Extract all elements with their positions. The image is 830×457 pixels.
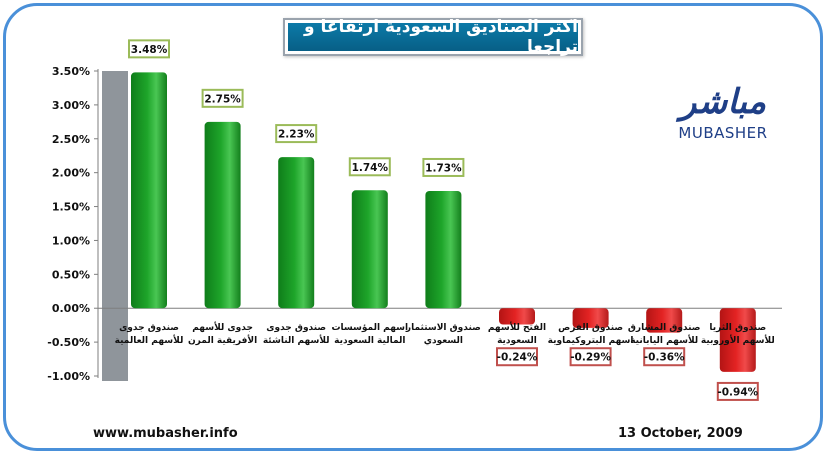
footer-date: 13 October, 2009: [618, 426, 743, 441]
data-label: -0.24%: [497, 352, 538, 364]
mubasher-logo: مباشر MUBASHER: [668, 82, 778, 144]
category-label: للأسهم اليابانية: [630, 334, 698, 346]
y-tick-label: 2.50%: [52, 133, 90, 146]
y-tick-label: 3.00%: [52, 99, 90, 112]
data-label-box: [128, 39, 170, 59]
category-label: اسهم المؤسسات: [331, 323, 408, 333]
category-label: صندوق الثريا: [709, 323, 766, 333]
negative-bar: [719, 308, 756, 372]
category-label: الفتح للأسهم: [488, 321, 546, 333]
data-label: 1.73%: [425, 162, 462, 174]
category-label: جدوى للأسهم: [192, 321, 253, 333]
y-tick-label: 3.50%: [52, 65, 90, 78]
negative-bar: [499, 308, 535, 325]
data-label-box: [275, 124, 318, 144]
y-tick-label: -0.50%: [47, 336, 90, 349]
positive-bar: [425, 190, 462, 309]
positive-bar: [278, 157, 315, 309]
positive-bar: [131, 72, 167, 309]
y-tick-label: 0.00%: [52, 302, 90, 315]
chart-left-strip: [102, 71, 128, 381]
category-label: صندوق الاستثمار: [405, 323, 481, 333]
logo-english-text: MUBASHER: [678, 124, 768, 142]
y-tick-label: 1.50%: [52, 201, 90, 214]
negative-bar: [572, 308, 609, 328]
data-label: 2.23%: [278, 129, 315, 141]
data-label: 2.75%: [204, 93, 241, 105]
category-label: المالية السعودية: [334, 336, 405, 346]
data-label-box: [643, 347, 686, 367]
data-label-box: [348, 157, 391, 177]
data-label-box: [716, 381, 759, 401]
category-label: للأسهم العالمية: [115, 334, 184, 346]
category-label: صندوق جدوى: [119, 323, 179, 333]
logo-arabic-text: مباشر: [679, 82, 767, 122]
category-label: السعودي: [424, 336, 463, 346]
y-tick-label: 2.00%: [52, 167, 90, 180]
footer-website: www.mubasher.info: [93, 426, 238, 441]
data-label-box: [422, 157, 465, 177]
negative-bar: [646, 308, 683, 333]
positive-bar: [204, 121, 241, 309]
category-label: للأسهم الناشئة: [263, 334, 330, 346]
data-label-box: [496, 347, 538, 367]
category-label: السعودية: [497, 336, 537, 346]
category-label: اسهم البتروكيماوية: [548, 336, 634, 346]
chart-title-box: اكثر الصناديق السعودية ارتفاعا و تراجعا: [283, 17, 583, 57]
data-label: -0.94%: [717, 386, 758, 398]
data-label: -0.29%: [570, 352, 611, 364]
data-label: 3.48%: [131, 44, 168, 56]
y-tick-label: 0.50%: [52, 268, 90, 281]
y-tick-label: -1.00%: [47, 370, 90, 383]
category-label: صندوق جدوى: [266, 323, 326, 333]
data-label-box: [569, 347, 612, 367]
data-label-box: [201, 88, 244, 108]
positive-bar: [351, 190, 388, 309]
category-label: الأفريقية المرن: [188, 334, 257, 346]
category-label: صندوق المشارق: [628, 323, 701, 333]
category-label: للأسهم الأوروبية: [701, 334, 775, 346]
data-label: 1.74%: [352, 162, 389, 174]
data-label: -0.36%: [644, 352, 685, 364]
y-tick-label: 1.00%: [52, 234, 90, 247]
category-label: صندوق الفرص: [558, 323, 623, 333]
